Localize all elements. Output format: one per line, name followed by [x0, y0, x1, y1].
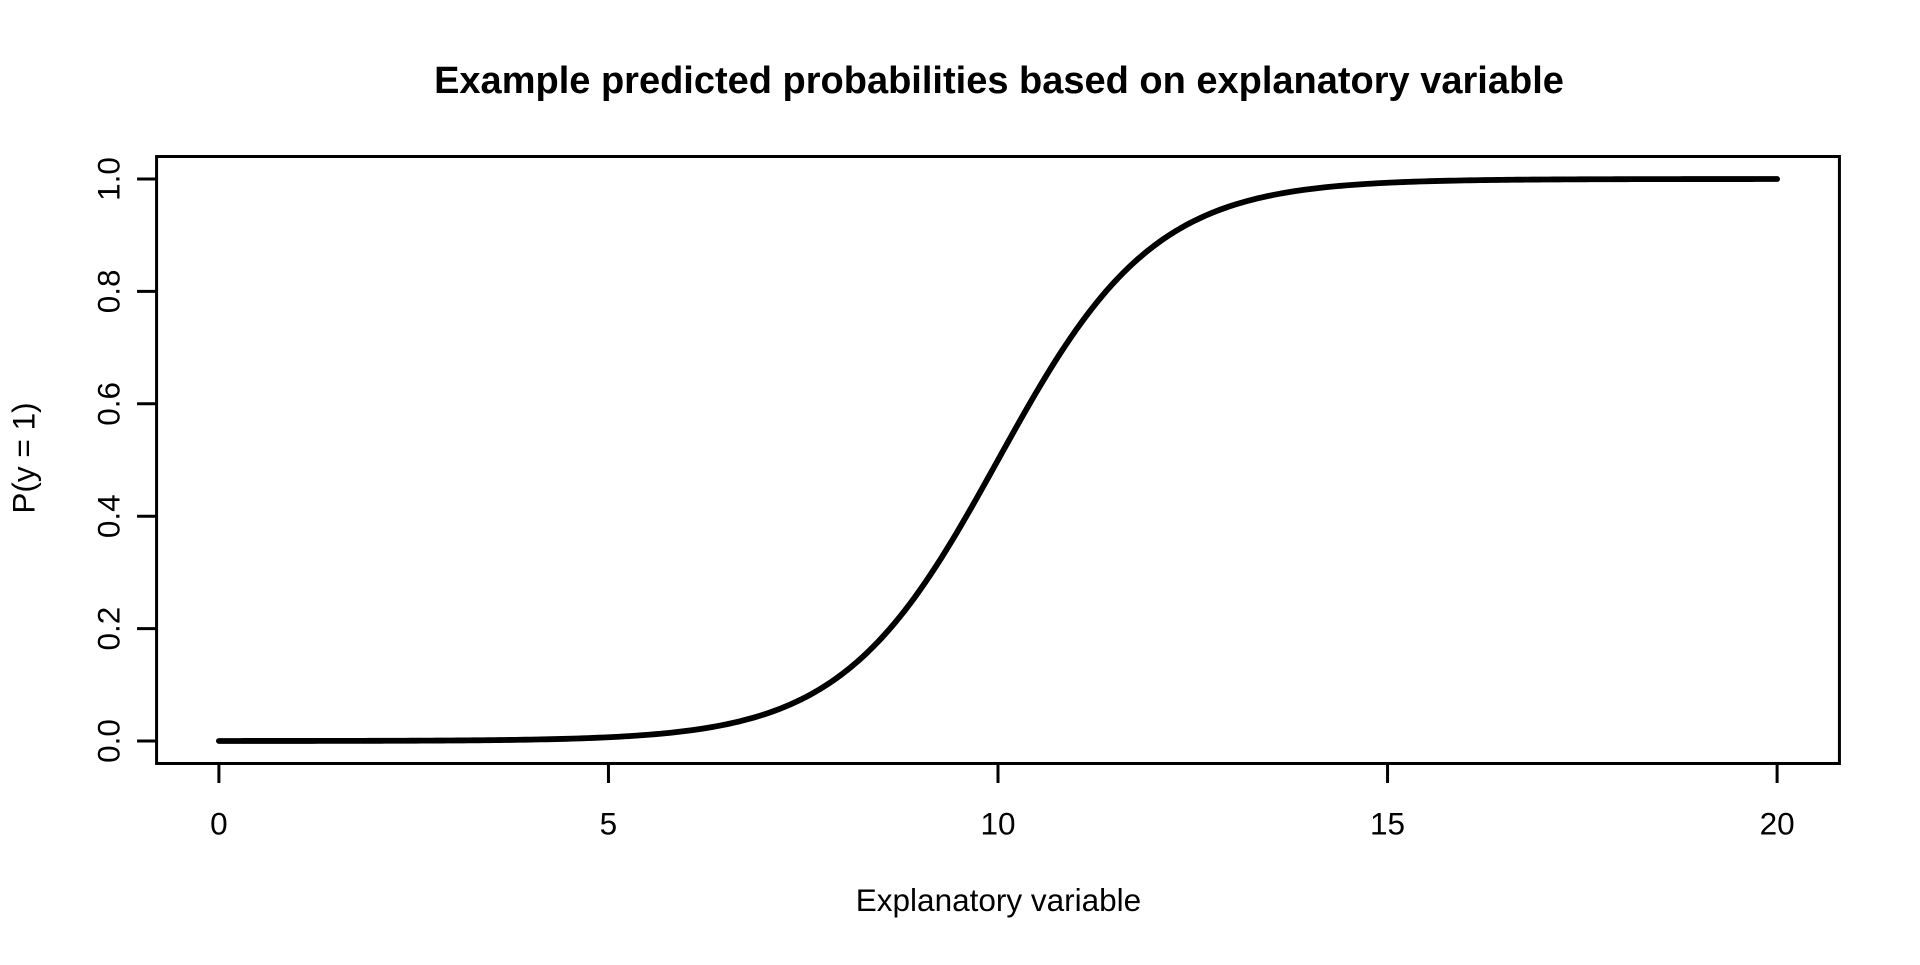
svg-text:15: 15 [1370, 805, 1405, 841]
svg-text:0.0: 0.0 [90, 719, 126, 763]
svg-text:0.8: 0.8 [90, 270, 126, 314]
svg-text:0.4: 0.4 [90, 494, 126, 538]
svg-text:10: 10 [980, 805, 1015, 841]
svg-text:Explanatory variable: Explanatory variable [856, 882, 1141, 918]
svg-text:0.2: 0.2 [90, 607, 126, 651]
svg-text:Example predicted probabilitie: Example predicted probabilities based on… [434, 60, 1564, 102]
svg-text:1.0: 1.0 [90, 157, 126, 201]
svg-text:20: 20 [1760, 805, 1795, 841]
svg-text:0: 0 [210, 805, 228, 841]
svg-text:0.6: 0.6 [90, 382, 126, 426]
svg-text:P(y = 1): P(y = 1) [6, 402, 42, 513]
svg-text:5: 5 [600, 805, 618, 841]
